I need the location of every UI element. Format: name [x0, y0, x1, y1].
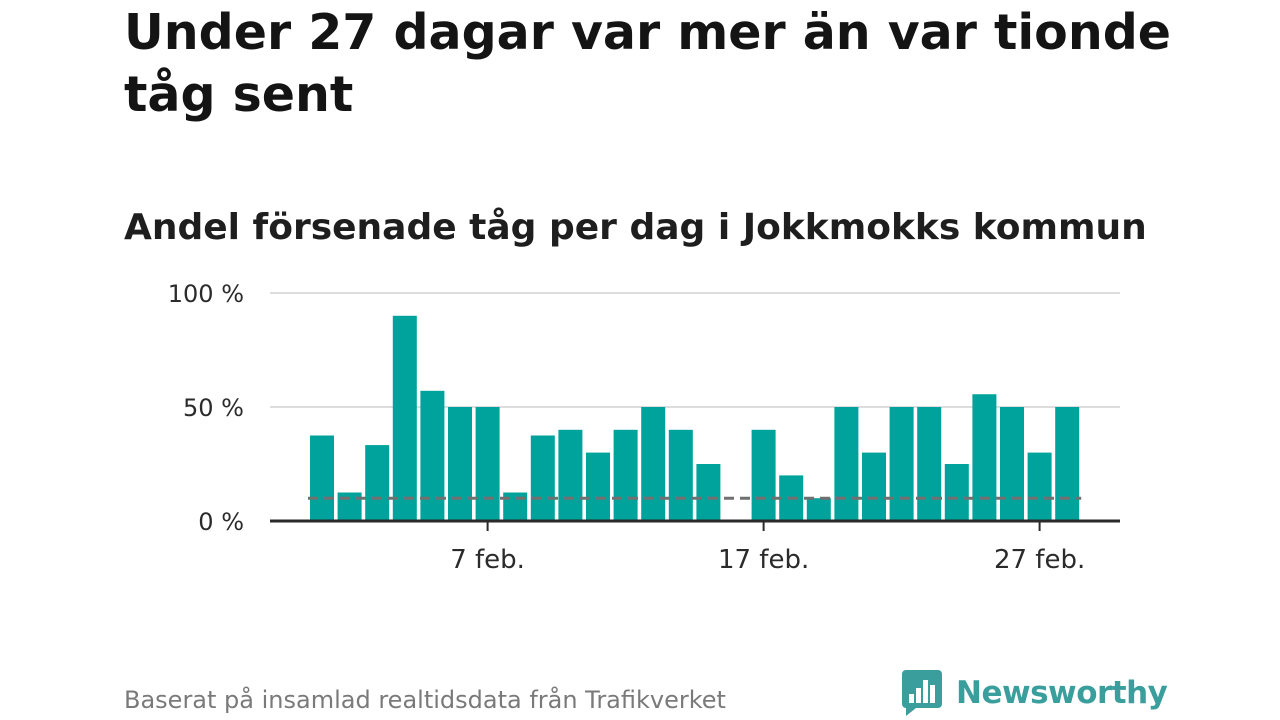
y-tick-label: 100 %: [168, 280, 244, 308]
chart-subtitle: Andel försenade tåg per dag i Jokkmokks …: [124, 207, 1147, 248]
bar: [365, 445, 390, 521]
source-note: Baserat på insamlad realtidsdata från Tr…: [124, 686, 726, 714]
bar: [972, 394, 997, 521]
bar: [586, 452, 610, 521]
x-tick-label: 17 feb.: [718, 545, 809, 575]
bar: [806, 498, 831, 521]
bar: [862, 452, 886, 521]
bar: [448, 407, 472, 521]
bar: [613, 429, 638, 521]
brand-logo: Newsworthy: [902, 670, 1168, 716]
bar: [530, 435, 555, 521]
bar: [917, 407, 942, 521]
bar: [751, 429, 776, 521]
bar: [641, 407, 666, 521]
y-tick-label: 50 %: [183, 394, 244, 422]
bar: [889, 407, 914, 521]
bar: [1055, 407, 1080, 521]
bar: [420, 390, 445, 521]
bar: [834, 407, 859, 521]
bar-chart-speech-bubble-icon: [902, 670, 942, 716]
bar: [668, 429, 693, 521]
bar: [310, 435, 334, 521]
bar: [1000, 407, 1024, 521]
bar: [558, 429, 583, 521]
bar: [475, 407, 500, 521]
brand-name: Newsworthy: [956, 675, 1168, 711]
x-tick-label: 27 feb.: [994, 545, 1085, 575]
bar: [1027, 452, 1052, 521]
bar: [696, 464, 721, 521]
chart-title: Under 27 dagar var mer än var tionde tåg…: [124, 4, 1172, 123]
y-tick-label: 0 %: [198, 508, 244, 536]
x-tick-label: 7 feb.: [450, 545, 525, 575]
bar: [944, 464, 969, 521]
bar: [392, 315, 417, 521]
